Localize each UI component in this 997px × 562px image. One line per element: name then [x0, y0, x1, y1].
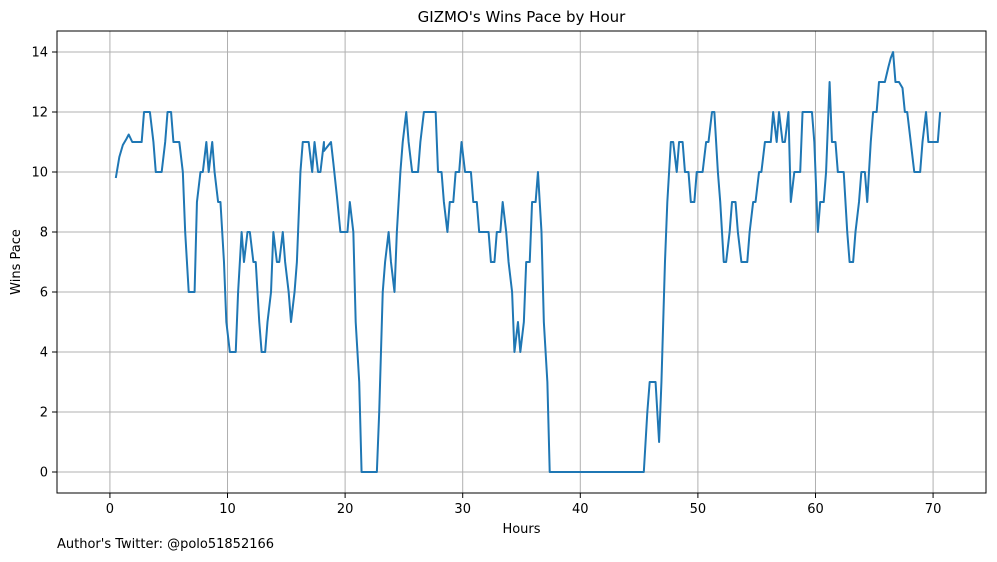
x-tick-label: 30 [454, 502, 471, 517]
y-tick-label: 0 [40, 466, 48, 481]
y-axis-label: Wins Pace [9, 229, 24, 295]
y-tick-label: 10 [31, 166, 48, 181]
series-line [114, 51, 942, 473]
chart-title: GIZMO's Wins Pace by Hour [418, 8, 626, 26]
author-footnote: Author's Twitter: @polo51852166 [57, 537, 275, 552]
x-axis-label: Hours [502, 522, 540, 537]
x-tick-label: 10 [219, 502, 236, 517]
grid [57, 31, 986, 493]
y-tick-label: 4 [40, 346, 48, 361]
plot-frame [56, 30, 987, 494]
x-tick-label: 70 [925, 502, 942, 517]
x-tick-label: 50 [690, 502, 707, 517]
x-tick-label: 0 [106, 502, 114, 517]
x-tick-label: 20 [337, 502, 354, 517]
y-tick-label: 2 [40, 406, 48, 421]
x-tick-label: 60 [807, 502, 824, 517]
y-tick-label: 8 [40, 226, 48, 241]
y-tick-label: 6 [40, 286, 48, 301]
x-tick-label: 40 [572, 502, 589, 517]
axis-ticks: 0 10 20 30 40 50 60 70 0 2 4 6 8 10 12 14 [31, 46, 941, 518]
y-tick-label: 14 [31, 46, 48, 61]
y-tick-label: 12 [31, 106, 48, 121]
